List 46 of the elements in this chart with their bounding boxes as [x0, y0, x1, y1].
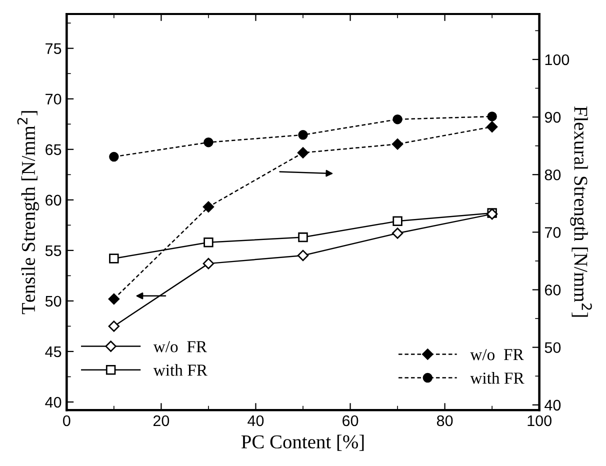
y-tick-label: 50	[45, 296, 62, 307]
point	[202, 258, 214, 270]
point	[392, 228, 404, 239]
y-tick-label: 75	[46, 43, 62, 54]
y-tick-label: 60	[46, 194, 62, 206]
x-tick-label: 0	[63, 415, 70, 426]
legend-label: with FR	[470, 372, 524, 384]
y2-tick-label: 50	[544, 342, 561, 354]
x-axis-title: PC Content [%]	[241, 434, 364, 451]
point	[297, 250, 309, 262]
point	[108, 293, 120, 305]
point	[487, 112, 497, 122]
y2-tick-label: 80	[544, 169, 561, 180]
x-tick-label: 80	[436, 415, 453, 426]
point	[109, 152, 119, 162]
point	[202, 201, 214, 212]
y2-tick-label: 60	[544, 284, 561, 296]
point	[108, 320, 120, 332]
x-tick-label: 100	[528, 415, 552, 426]
y2-tick-label: 40	[544, 400, 561, 411]
point	[298, 232, 308, 242]
point	[297, 147, 309, 158]
point	[486, 121, 498, 132]
point	[204, 237, 214, 248]
y2-tick-label: 90	[544, 112, 561, 123]
point	[204, 138, 214, 148]
x-tick-label: 20	[153, 415, 170, 426]
y-tick-label: 40	[45, 396, 62, 408]
point	[392, 216, 402, 226]
point	[392, 138, 404, 150]
y2-tick-label: 100	[545, 54, 570, 66]
x-tick-label: 40	[248, 415, 264, 426]
y-tick-label: 70	[46, 94, 62, 105]
point	[392, 114, 402, 124]
y-tick-label: 55	[45, 245, 62, 256]
point	[298, 130, 308, 140]
y-tick-label: 65	[46, 144, 62, 156]
x-tick-label: 60	[342, 415, 358, 426]
y-axis-title: Tensile Strength [N/mm$^{2}$]	[17, 111, 40, 314]
legend-label: w/o FR	[153, 341, 208, 352]
point	[109, 254, 119, 264]
legend-label: w/o FR	[470, 349, 524, 360]
legend-label: with FR	[153, 364, 208, 376]
y2-axis-title: Flexural Strength [N/mm$^{2}$]	[570, 106, 592, 317]
y2-tick-label: 70	[544, 227, 561, 238]
y-tick-label: 45	[45, 346, 62, 358]
